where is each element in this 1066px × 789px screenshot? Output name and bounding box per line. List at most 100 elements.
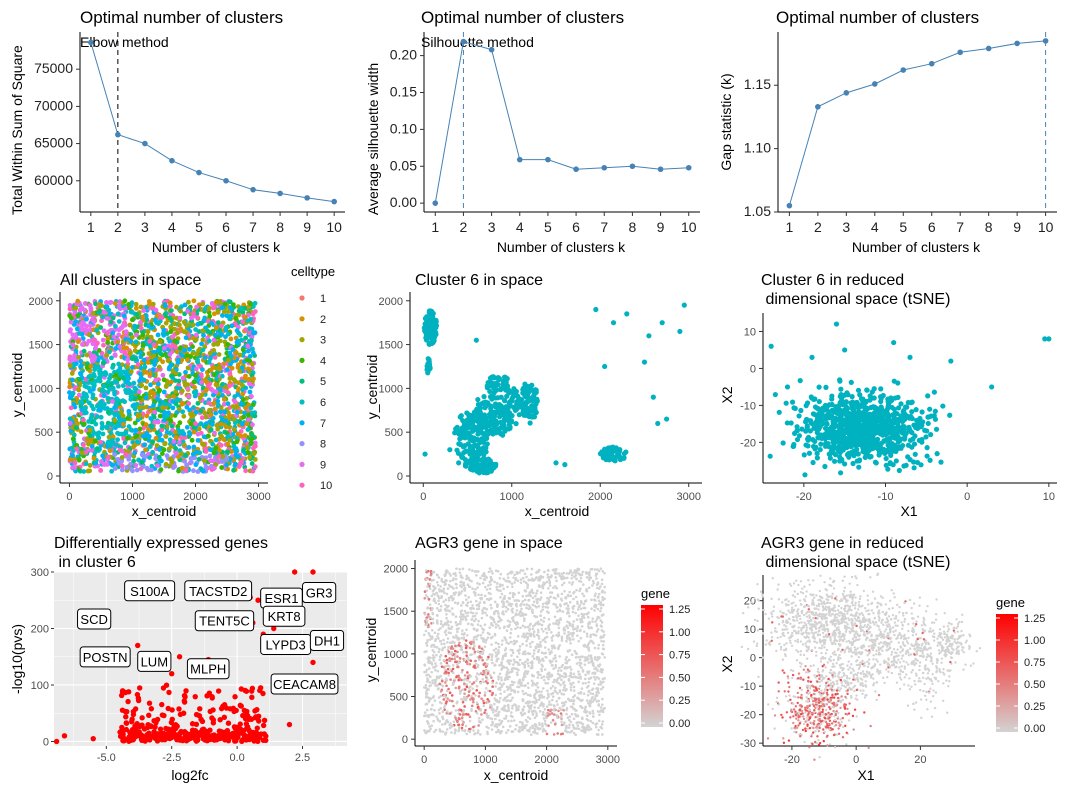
cell-point	[169, 373, 174, 379]
cell-point	[137, 378, 142, 384]
tsne-point	[940, 403, 946, 409]
cell-point	[189, 437, 195, 443]
agr3_space-y-tick-label: 0	[402, 734, 408, 746]
cell-point	[152, 409, 157, 415]
cell-point	[133, 301, 139, 307]
cell-point	[223, 418, 229, 424]
cell-point	[98, 467, 104, 473]
cell-point	[207, 313, 213, 319]
cell-point	[247, 454, 253, 460]
cell-point	[248, 405, 254, 411]
cell-point	[179, 388, 185, 394]
tsne-point	[922, 427, 928, 433]
gap-x-tick-label: 6	[928, 219, 936, 235]
cluster6-point	[463, 448, 469, 454]
volcano-x-tick-label: -2.5	[162, 752, 181, 764]
gene-label-text: SCD	[80, 612, 107, 627]
gene-label-text: POSTN	[83, 650, 128, 665]
cell-point	[117, 447, 123, 453]
cell-point	[122, 440, 128, 446]
cluster6-point	[509, 413, 515, 419]
gap-x-tick-label: 8	[985, 219, 993, 235]
cell-point	[123, 336, 129, 342]
cell-point	[199, 415, 205, 421]
silhouette-point	[629, 163, 636, 170]
cell-point	[213, 437, 219, 443]
cluster6-point	[425, 335, 431, 341]
cell-point	[116, 327, 122, 333]
cell-point	[108, 430, 114, 436]
gene-point	[163, 682, 170, 688]
gene-point	[182, 731, 189, 737]
gene-label-esr1: ESR1	[260, 587, 303, 609]
gene-label-text: TENT5C	[199, 614, 250, 629]
cell-point	[112, 352, 118, 358]
cell-point	[155, 396, 160, 402]
cell-point	[177, 315, 183, 321]
cell-point	[145, 360, 151, 365]
cell-point	[100, 453, 106, 459]
cell-point	[94, 446, 100, 451]
silhouette-y-tick-label: 0.15	[390, 83, 417, 99]
gene-point	[242, 732, 248, 739]
gene-point	[119, 727, 125, 734]
cell-point	[99, 420, 105, 426]
cluster6-point	[430, 327, 437, 334]
cell-point	[249, 436, 255, 442]
cell-point	[134, 332, 139, 338]
tsne-point	[879, 415, 886, 421]
cell-point	[138, 304, 144, 310]
cluster6-point	[429, 340, 435, 347]
cell-point	[128, 427, 134, 433]
gap-point	[871, 81, 878, 87]
cell-point	[135, 362, 141, 367]
volcano-y-tick-label: 200	[31, 623, 49, 635]
cell-point	[199, 341, 205, 347]
c6_space-y-tick-label: 0	[397, 471, 403, 483]
cluster6-point	[608, 449, 614, 456]
elbow-y-tick-label: 65000	[34, 135, 73, 151]
cell-point	[248, 316, 254, 322]
cluster6-point	[477, 418, 483, 424]
cell-point	[238, 401, 244, 407]
silhouette-x-tick-label: 6	[572, 219, 580, 235]
cell-point	[161, 332, 167, 338]
cluster6-point	[616, 453, 623, 460]
tsne-point	[807, 428, 813, 434]
cell-point	[233, 446, 239, 452]
tsne-point	[989, 384, 995, 390]
cell-point	[154, 463, 160, 469]
all-space-ylabel: y_centroid	[9, 353, 25, 418]
cell-point	[152, 362, 158, 368]
cell-point	[128, 389, 134, 395]
gene-point	[237, 721, 243, 727]
tsne-point	[903, 462, 909, 468]
cell-point	[152, 317, 158, 323]
cell-point	[220, 459, 225, 464]
gap-xlabel: Number of clusters k	[852, 239, 981, 255]
cell-point	[138, 325, 144, 331]
cell-point	[151, 403, 156, 408]
cell-point	[107, 443, 113, 449]
tsne-point	[809, 354, 815, 360]
elbow-xlabel: Number of clusters k	[152, 239, 281, 255]
cell-point	[82, 307, 88, 313]
legend-label-10: 10	[320, 480, 332, 492]
tsne-point	[783, 400, 789, 406]
tsne-point	[907, 354, 913, 360]
silhouette-y-tick-label: 0.05	[390, 157, 417, 173]
all_space-x-tick-label: 2000	[183, 491, 207, 503]
cell-point	[67, 416, 73, 422]
cell-point	[74, 425, 80, 431]
cell-point	[185, 365, 191, 371]
cell-point	[127, 381, 132, 387]
tsne-point	[888, 395, 894, 401]
cluster6-point	[456, 460, 462, 466]
gene-point	[130, 711, 137, 718]
elbow-y-tick-label: 75000	[34, 60, 73, 76]
tsne-point	[886, 443, 892, 449]
cell-point	[100, 314, 106, 320]
gene-label-tacstd2: TACSTD2	[184, 580, 253, 602]
silhouette-point	[432, 200, 439, 206]
cluster6-point	[426, 365, 432, 371]
